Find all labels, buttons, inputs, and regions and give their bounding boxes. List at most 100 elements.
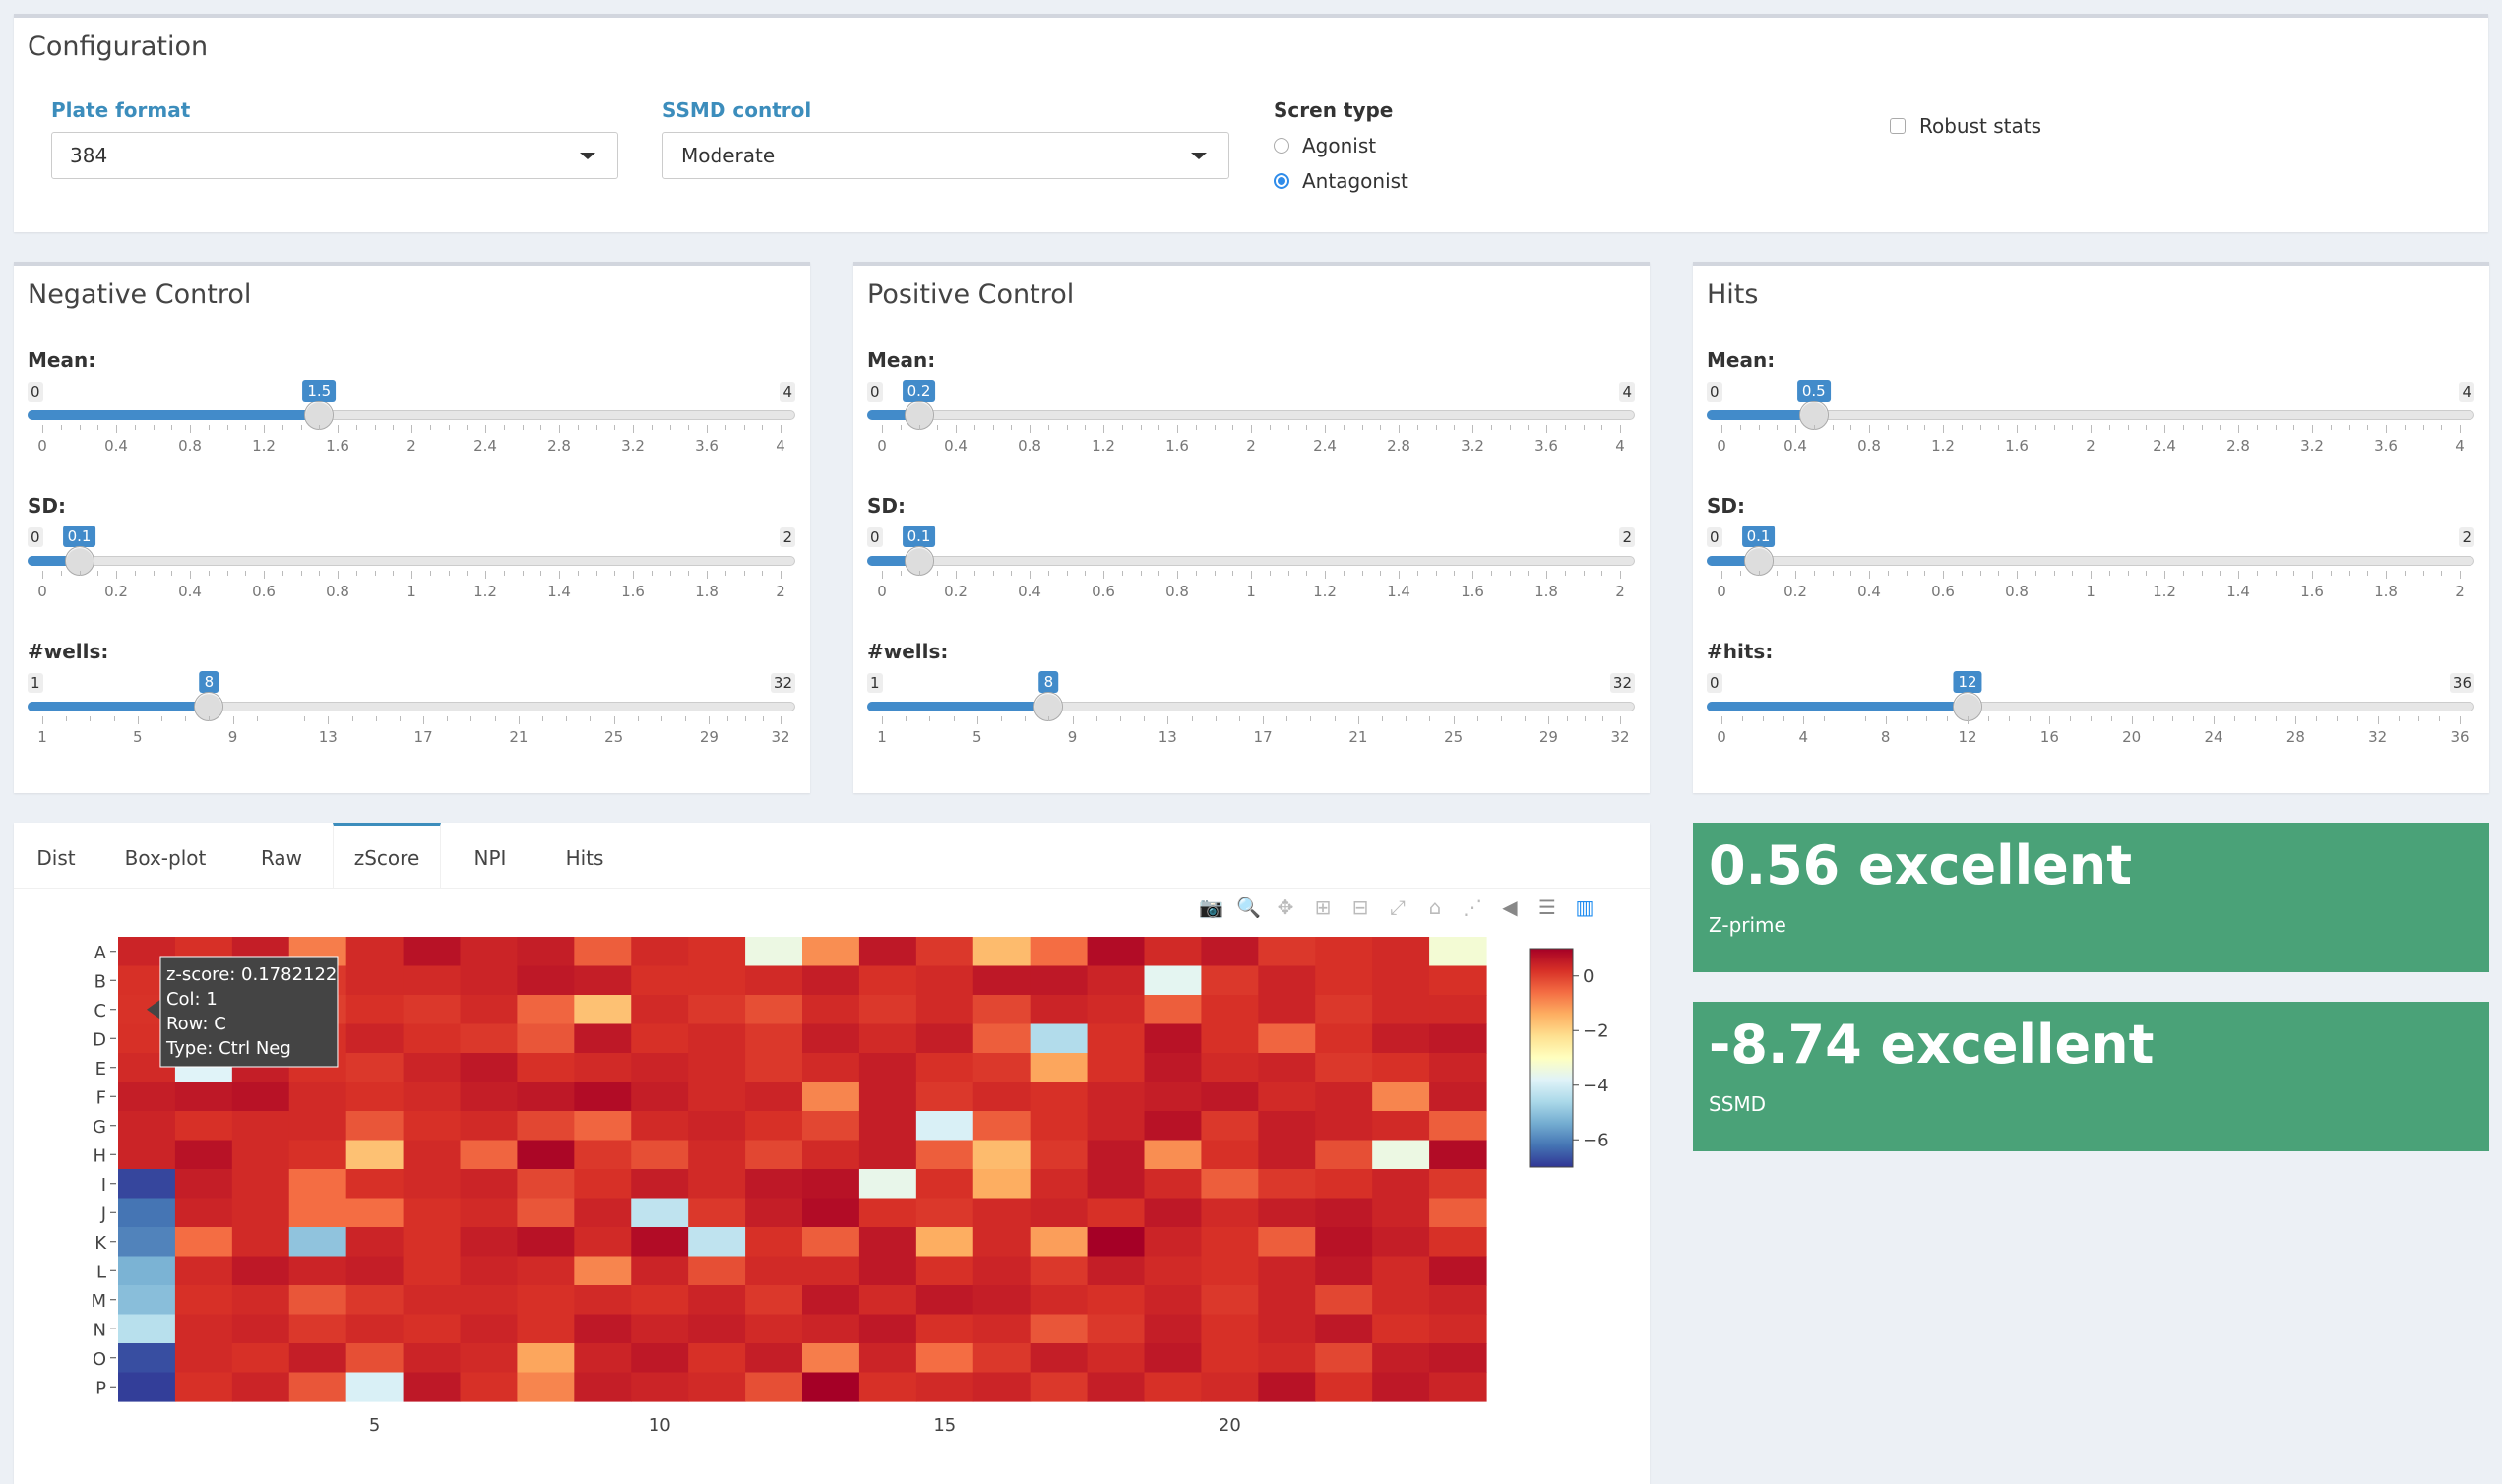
heatmap-cell[interactable] (1372, 1111, 1430, 1142)
heatmap-cell[interactable] (574, 965, 632, 996)
heatmap-cell[interactable] (174, 1285, 233, 1316)
heatmap-cell[interactable] (1258, 965, 1316, 996)
heatmap-cell[interactable] (345, 1256, 405, 1286)
heatmap-cell[interactable] (517, 937, 575, 967)
heatmap-cell[interactable] (460, 1140, 519, 1170)
heatmap-cell[interactable] (1258, 1372, 1316, 1402)
heatmap-cell[interactable] (1258, 1169, 1316, 1200)
heatmap-cell[interactable] (802, 1082, 860, 1112)
heatmap-cell[interactable] (1315, 995, 1373, 1025)
spike-lines-icon[interactable]: ⋰ (1463, 896, 1482, 919)
heatmap-cell[interactable] (1258, 937, 1316, 967)
heatmap-cell[interactable] (174, 1343, 233, 1374)
slider-wells[interactable]: #wells: 1 32 8 1 5 9 13 17 21 25 29 32 (28, 640, 795, 758)
slider-mean[interactable]: Mean: 0 4 1.5 0 0.4 0.8 1.2 1.6 2 2.4 2.8 3.2 3.6 4 (28, 348, 795, 466)
heatmap-cell[interactable] (631, 1256, 689, 1286)
heatmap-cell[interactable] (1372, 1314, 1430, 1344)
heatmap-cell[interactable] (972, 1140, 1032, 1170)
heatmap-cell[interactable] (972, 965, 1032, 996)
zoom-in-icon[interactable]: ⊞ (1314, 896, 1332, 919)
heatmap-cell[interactable] (1201, 1285, 1259, 1316)
heatmap-cell[interactable] (631, 1082, 689, 1112)
heatmap-cell[interactable] (231, 1198, 290, 1228)
heatmap-cell[interactable] (345, 1023, 405, 1054)
zoom-icon[interactable]: 🔍 (1236, 896, 1261, 919)
heatmap-cell[interactable] (403, 937, 462, 967)
heatmap-cell[interactable] (345, 1140, 405, 1170)
heatmap-cell[interactable] (1144, 1169, 1203, 1200)
heatmap-cell[interactable] (972, 1023, 1032, 1054)
heatmap-cell[interactable] (1429, 1314, 1487, 1344)
heatmap-cell[interactable] (118, 1198, 176, 1228)
heatmap-cell[interactable] (574, 1285, 632, 1316)
heatmap-cell[interactable] (688, 1140, 746, 1170)
heatmap-cell[interactable] (1372, 1140, 1430, 1170)
heatmap-cell[interactable] (1201, 1256, 1259, 1286)
heatmap-cell[interactable] (460, 1343, 519, 1374)
slider-mean[interactable]: Mean: 0 4 0.2 0 0.4 0.8 1.2 1.6 2 2.4 2.8 3.2 3.6 4 (867, 348, 1635, 466)
heatmap-cell[interactable] (745, 965, 803, 996)
slider-sd[interactable]: SD: 0 2 0.1 0 0.2 0.4 0.6 0.8 1 1.2 1.4 1.6 1.8 2 (1707, 494, 2474, 612)
heatmap-cell[interactable] (915, 1140, 974, 1170)
heatmap-cell[interactable] (118, 1314, 176, 1344)
tab-npi[interactable]: NPI (473, 846, 507, 870)
heatmap-cell[interactable] (517, 1227, 575, 1258)
heatmap-cell[interactable] (1315, 1343, 1373, 1374)
heatmap-cell[interactable] (972, 1343, 1032, 1374)
heatmap-cell[interactable] (1201, 1227, 1259, 1258)
heatmap-cell[interactable] (288, 1227, 347, 1258)
heatmap-cell[interactable] (1030, 1256, 1089, 1286)
heatmap-cell[interactable] (858, 1198, 917, 1228)
heatmap-cell[interactable] (1030, 1169, 1089, 1200)
heatmap-cell[interactable] (745, 1343, 803, 1374)
heatmap-cell[interactable] (972, 1053, 1032, 1083)
slider-sd[interactable]: SD: 0 2 0.1 0 0.2 0.4 0.6 0.8 1 1.2 1.4 1.6 1.8 2 (28, 494, 795, 612)
heatmap-cell[interactable] (802, 995, 860, 1025)
heatmap-cell[interactable] (460, 1256, 519, 1286)
heatmap-cell[interactable] (688, 965, 746, 996)
heatmap-cell[interactable] (1258, 1343, 1316, 1374)
heatmap-cell[interactable] (688, 1023, 746, 1054)
heatmap-cell[interactable] (288, 1140, 347, 1170)
heatmap-cell[interactable] (915, 1256, 974, 1286)
heatmap-cell[interactable] (288, 1285, 347, 1316)
heatmap-cell[interactable] (688, 1082, 746, 1112)
heatmap-cell[interactable] (574, 1372, 632, 1402)
heatmap-cell[interactable] (460, 965, 519, 996)
heatmap-cell[interactable] (1030, 965, 1089, 996)
heatmap-cell[interactable] (1372, 995, 1430, 1025)
heatmap-cell[interactable] (915, 1285, 974, 1316)
heatmap-cell[interactable] (972, 1285, 1032, 1316)
heatmap-cell[interactable] (972, 995, 1032, 1025)
heatmap-cell[interactable] (802, 1256, 860, 1286)
heatmap-cell[interactable] (631, 995, 689, 1025)
ssmd-control-select[interactable]: Moderate (662, 132, 1229, 179)
heatmap-cell[interactable] (1144, 1140, 1203, 1170)
heatmap-cell[interactable] (1429, 965, 1487, 996)
heatmap-cell[interactable] (1144, 995, 1203, 1025)
heatmap-cell[interactable] (1087, 1285, 1146, 1316)
heatmap-cell[interactable] (231, 1372, 290, 1402)
slider-track[interactable] (867, 556, 1635, 566)
heatmap-cell[interactable] (1087, 1372, 1146, 1402)
heatmap-cell[interactable] (1315, 1053, 1373, 1083)
heatmap-cell[interactable] (688, 1111, 746, 1142)
heatmap-cell[interactable] (118, 1169, 176, 1200)
heatmap-cell[interactable] (574, 937, 632, 967)
heatmap-cell[interactable] (1201, 1372, 1259, 1402)
tab-dist[interactable]: Dist (36, 846, 76, 870)
heatmap-cell[interactable] (1372, 1053, 1430, 1083)
heatmap-cell[interactable] (403, 965, 462, 996)
heatmap-cell[interactable] (517, 1372, 575, 1402)
heatmap-cell[interactable] (1429, 1082, 1487, 1112)
heatmap-cell[interactable] (1144, 937, 1203, 967)
heatmap-cell[interactable] (517, 1140, 575, 1170)
heatmap-cell[interactable] (858, 1082, 917, 1112)
heatmap-cell[interactable] (858, 1256, 917, 1286)
heatmap-cell[interactable] (1030, 1082, 1089, 1112)
heatmap-cell[interactable] (688, 1372, 746, 1402)
zoom-out-icon[interactable]: ⊟ (1351, 896, 1369, 919)
heatmap-cell[interactable] (460, 937, 519, 967)
heatmap-cell[interactable] (1087, 1314, 1146, 1344)
slider-track[interactable] (867, 410, 1635, 420)
